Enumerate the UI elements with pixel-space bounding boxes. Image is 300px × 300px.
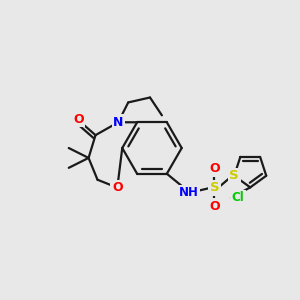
Text: NH: NH <box>179 186 199 199</box>
Text: S: S <box>230 169 239 182</box>
Text: O: O <box>209 162 220 175</box>
Text: O: O <box>74 113 84 126</box>
Text: Cl: Cl <box>231 191 244 204</box>
Text: N: N <box>113 116 124 129</box>
Text: O: O <box>112 181 123 194</box>
Text: O: O <box>209 200 220 213</box>
Text: S: S <box>210 181 219 194</box>
